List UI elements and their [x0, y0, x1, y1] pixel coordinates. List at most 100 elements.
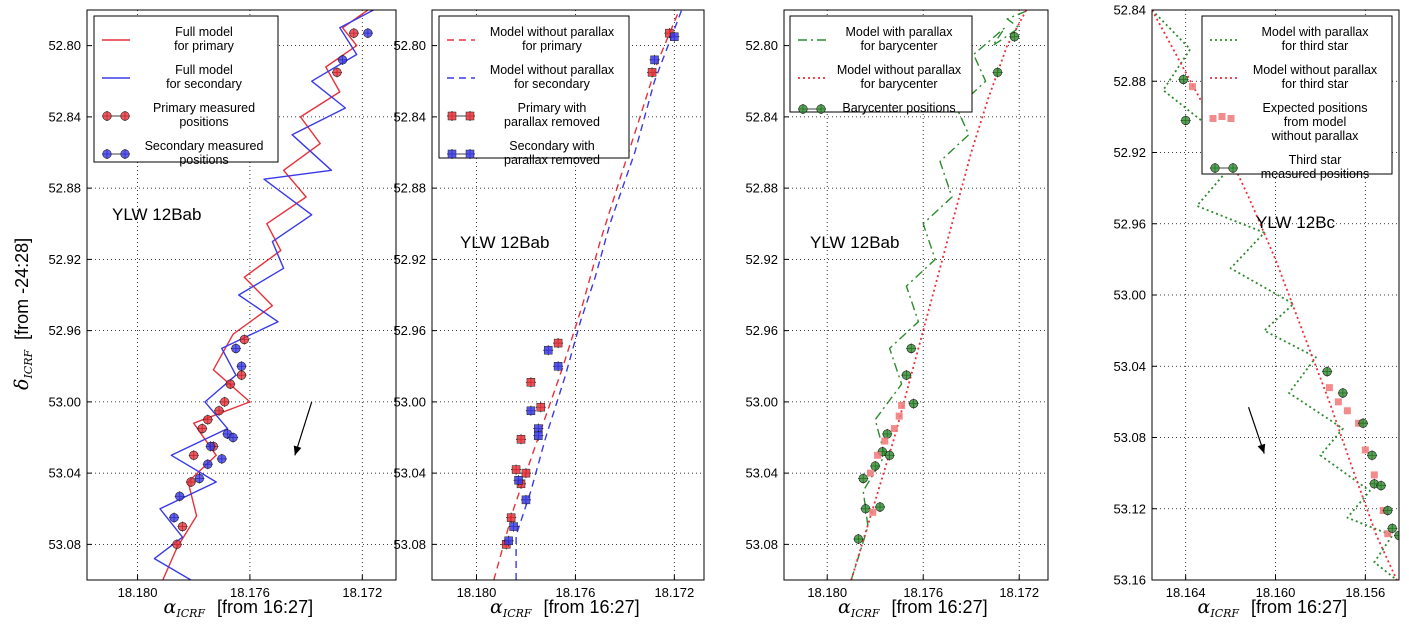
- point-marker: [1188, 83, 1196, 91]
- y-tick-label: 52.96: [48, 323, 81, 338]
- data-point: [553, 361, 564, 372]
- x-axis-math-symbol: α: [490, 596, 503, 618]
- data-point: [875, 501, 885, 512]
- point-marker: [206, 441, 216, 452]
- panel-frame: [1151, 9, 1400, 581]
- point-marker: [236, 370, 247, 380]
- data-point: [214, 405, 225, 416]
- legend-label: Model without parallax: [837, 63, 962, 77]
- point-marker: [1334, 398, 1342, 406]
- series-line: [162, 10, 369, 580]
- data-point: [866, 469, 874, 477]
- legend-label: for third star: [1282, 39, 1349, 53]
- point-marker: [177, 521, 188, 532]
- point-marker: [332, 67, 342, 77]
- point-marker: [875, 502, 885, 512]
- svg-text:δICRF[from -24:28]: δICRF [from -24:28]: [11, 238, 35, 390]
- data-point: [901, 370, 912, 381]
- point-marker: [511, 465, 521, 474]
- object-label: YLW 12Bab: [810, 233, 899, 252]
- legend-label: Primary measured: [153, 101, 255, 115]
- y-tick-label: 53.12: [1113, 501, 1146, 516]
- point-marker: [895, 412, 903, 420]
- point-marker: [1367, 450, 1377, 460]
- legend-label: for secondary: [514, 77, 590, 91]
- point-marker: [506, 513, 516, 522]
- point-marker: [884, 450, 895, 460]
- data-point: [1343, 407, 1351, 415]
- series-line: [850, 10, 1028, 580]
- x-tick-label: 18.180: [457, 585, 497, 600]
- data-point: [511, 464, 522, 475]
- point-marker: [217, 454, 227, 464]
- point-marker: [1009, 32, 1020, 42]
- data-point: [525, 405, 536, 416]
- legend-swatch-marker: [447, 111, 457, 121]
- legend-label: measured positions: [1261, 167, 1369, 181]
- data-point: [1358, 418, 1369, 429]
- x-axis-text: [from 16:27]: [1251, 597, 1347, 617]
- point-marker: [866, 469, 874, 477]
- data-point: [1337, 387, 1348, 398]
- y-tick-label: 52.84: [48, 109, 81, 124]
- data-point: [239, 334, 250, 345]
- y-tick-label: 53.08: [1113, 430, 1146, 445]
- y-tick-label: 52.84: [1113, 3, 1146, 18]
- data-point: [1009, 31, 1020, 42]
- legend-swatch-marker: [1228, 163, 1238, 173]
- x-axis-text: [from 16:27]: [544, 597, 640, 617]
- legend-label: Model with parallax: [1262, 25, 1370, 39]
- point-marker: [543, 345, 553, 355]
- series-line: [515, 10, 683, 580]
- data-point: [185, 477, 196, 488]
- panel-data: [493, 10, 683, 580]
- point-marker: [1387, 523, 1397, 533]
- data-point: [513, 475, 524, 486]
- x-axis-math-symbol: α: [838, 596, 851, 618]
- data-point: [225, 379, 236, 390]
- point-marker: [214, 406, 224, 416]
- point-marker: [189, 450, 199, 460]
- point-marker: [169, 513, 179, 523]
- x-axis-text: [from 16:27]: [217, 597, 313, 617]
- data-point: [898, 401, 906, 409]
- x-axis-label: αICRF [from 16:27]: [490, 596, 640, 620]
- point-marker: [521, 468, 531, 478]
- point-marker: [536, 402, 546, 412]
- panel-frame: [783, 9, 1049, 581]
- data-point: [908, 398, 919, 409]
- data-point: [853, 534, 864, 545]
- data-point: [1387, 523, 1398, 534]
- legend-label: Model without parallax: [1253, 63, 1378, 77]
- data-point: [992, 67, 1003, 78]
- data-point: [508, 521, 519, 532]
- x-tick-label: 18.180: [118, 585, 158, 600]
- y-tick-label: 52.96: [745, 323, 778, 338]
- point-marker: [203, 415, 213, 425]
- data-point: [882, 428, 893, 439]
- y-axis-math-subscript: ICRF: [22, 350, 35, 380]
- point-marker: [853, 534, 864, 544]
- object-label: YLW 12Bab: [112, 205, 201, 224]
- point-marker: [225, 379, 235, 389]
- x-axis-math-symbol: α: [164, 596, 177, 618]
- point-marker: [858, 473, 868, 484]
- data-point: [535, 402, 546, 413]
- object-label: YLW 12Bab: [460, 233, 549, 252]
- panel-data: [153, 10, 374, 580]
- data-point: [869, 508, 877, 516]
- data-point: [171, 539, 182, 550]
- x-axis-math-symbol: α: [1198, 596, 1211, 618]
- x-axis-math-subscript: ICRF: [850, 607, 880, 620]
- y-tick-label: 53.00: [393, 394, 426, 409]
- data-point: [881, 437, 889, 445]
- point-marker: [1338, 388, 1348, 398]
- legend-label: for barycenter: [860, 77, 937, 91]
- x-axis-label: αICRF [from 16:27]: [164, 596, 314, 620]
- point-marker: [236, 361, 247, 371]
